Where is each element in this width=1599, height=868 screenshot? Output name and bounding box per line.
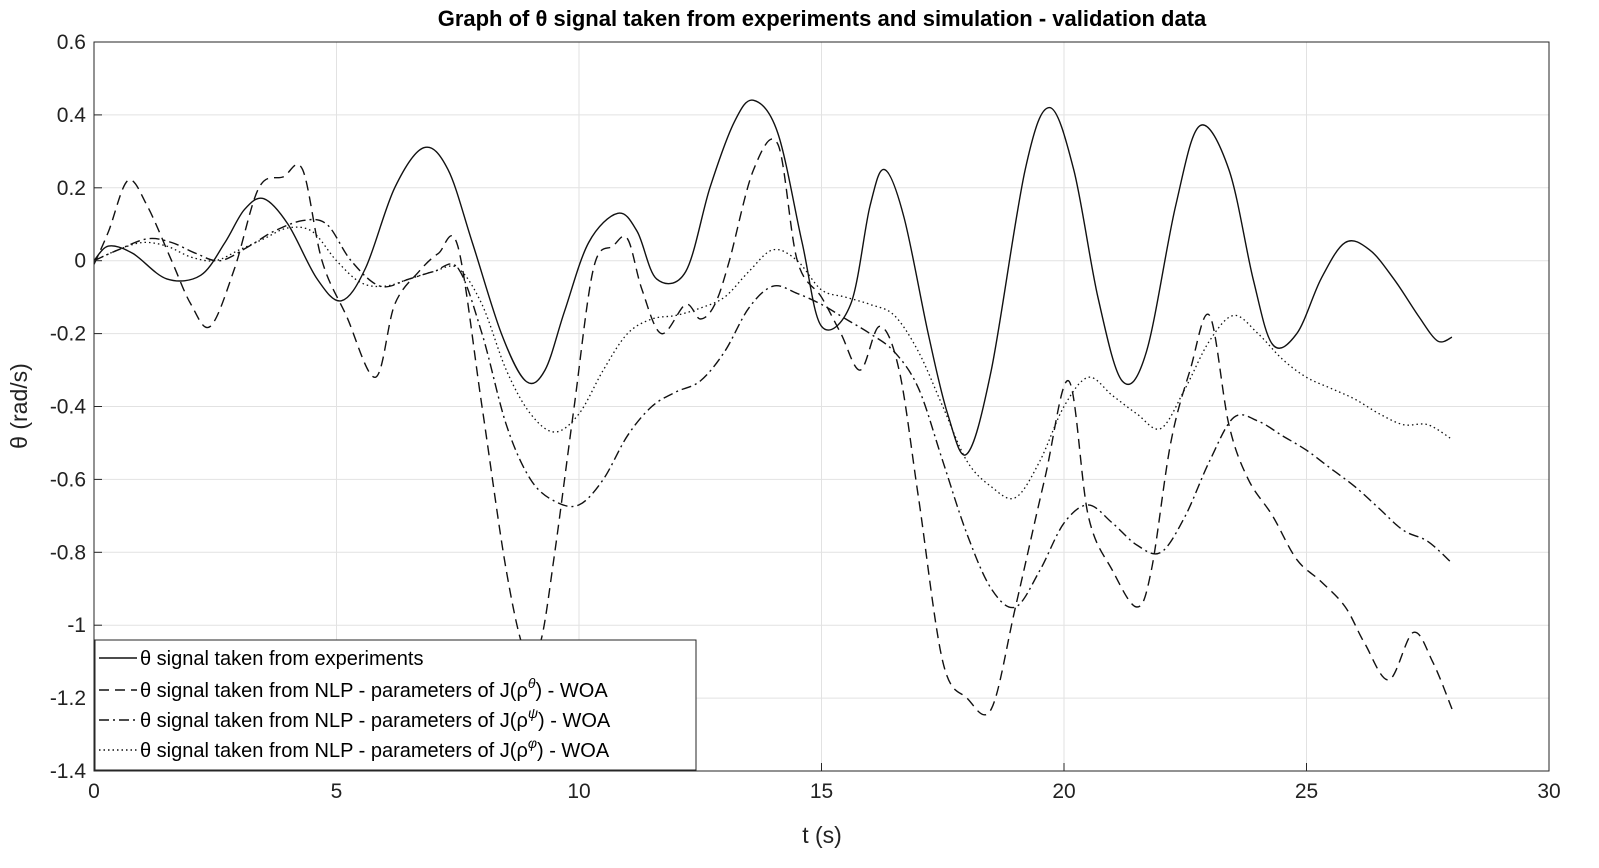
legend-entry: θ signal taken from NLP - parameters of …	[140, 675, 608, 702]
legend-entry-suffix: ) - WOA	[537, 740, 610, 762]
y-tick-label: 0.6	[57, 31, 86, 54]
series-line-solid	[93, 99, 1453, 456]
series-line-dashed	[93, 138, 1453, 716]
x-tick-label: 10	[567, 780, 590, 803]
legend-entry-superscript: θ	[528, 675, 536, 691]
grid	[94, 42, 1549, 771]
y-tick-label: -1.4	[50, 760, 87, 783]
y-tick-label: -0.8	[50, 541, 86, 564]
y-tick-label: -1	[67, 614, 86, 637]
y-axis-label: θ (rad/s)	[6, 363, 32, 449]
y-tick-label: -0.4	[50, 396, 87, 419]
y-tick-label: -1.2	[50, 687, 86, 710]
legend-entry-text: θ signal taken from NLP - parameters of …	[140, 740, 528, 762]
y-tick-label: -0.6	[50, 468, 86, 491]
legend-entry-text: θ signal taken from NLP - parameters of …	[140, 680, 528, 702]
x-tick-label: 5	[331, 780, 343, 803]
legend-entry-superscript: φ	[528, 735, 537, 751]
series-line-dotted	[93, 226, 1453, 500]
legend-entry: θ signal taken from NLP - parameters of …	[140, 735, 610, 762]
legend: θ signal taken from experiments θ signal …	[94, 639, 697, 771]
y-tick-label: 0.2	[57, 177, 86, 200]
y-tick-label: -0.2	[50, 323, 86, 346]
chart-title: Graph of θ signal taken from experiments…	[438, 6, 1207, 31]
y-tick-label: 0.4	[57, 104, 87, 127]
x-tick-label: 25	[1295, 780, 1318, 803]
legend-box	[94, 639, 697, 771]
y-axis-ticks: 0.6 0.4 0.2 0 -0.2 -0.4 -0.6 -0.8 -1 -1.2 -1.4	[50, 31, 102, 783]
x-tick-label: 0	[88, 780, 100, 803]
legend-entry: θ signal taken from NLP - parameters of …	[140, 705, 611, 732]
x-tick-label: 20	[1052, 780, 1075, 803]
x-tick-label: 30	[1537, 780, 1560, 803]
legend-entry-suffix: ) - WOA	[535, 680, 608, 702]
x-axis-ticks: 0 5 10 15 20 25 30	[88, 763, 1561, 803]
legend-items: θ signal taken from experiments θ signal …	[99, 648, 611, 762]
series-group	[93, 99, 1453, 716]
legend-entry-text: θ signal taken from experiments	[140, 648, 423, 670]
y-tick-label: 0	[74, 250, 86, 273]
legend-entry: θ signal taken from experiments	[140, 648, 423, 670]
x-tick-label: 15	[810, 780, 833, 803]
legend-entry-superscript: ψ	[528, 705, 538, 721]
x-axis-label: t (s)	[802, 822, 842, 848]
legend-entry-text: θ signal taken from NLP - parameters of …	[140, 710, 528, 732]
legend-entry-suffix: ) - WOA	[538, 710, 611, 732]
